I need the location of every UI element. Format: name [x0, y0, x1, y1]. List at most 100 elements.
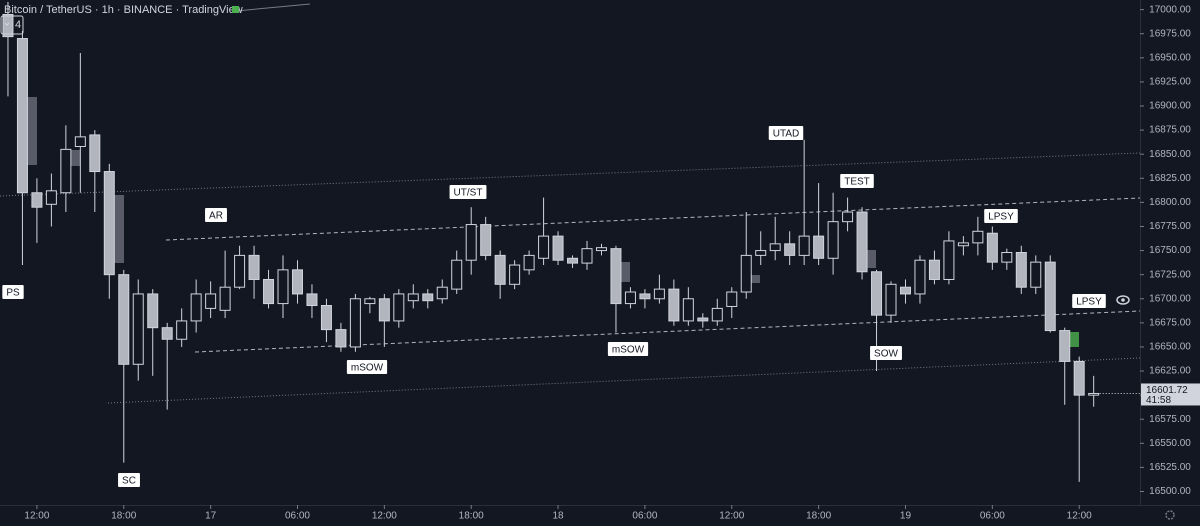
y-tick-label: 16775.00 — [1149, 221, 1191, 232]
candle-body — [248, 254, 260, 280]
annotation-box — [118, 473, 140, 487]
y-tick-label: 16975.00 — [1149, 28, 1191, 39]
y-tick-label: 16725.00 — [1149, 269, 1191, 280]
chevron — [4, 22, 10, 26]
candle-body — [465, 224, 477, 261]
y-tick-label: 16800.00 — [1149, 197, 1191, 208]
candle-body — [176, 320, 188, 340]
annotation-box — [840, 174, 874, 188]
candle-body — [726, 291, 738, 307]
candle-body — [320, 305, 332, 331]
candle-body — [2, 13, 14, 38]
annotation-box — [449, 185, 487, 199]
candle-body — [972, 230, 984, 244]
candle-body — [118, 274, 130, 365]
candle-body — [842, 211, 854, 223]
x-tick-label: 17 — [205, 511, 217, 522]
y-tick-label: 16875.00 — [1149, 125, 1191, 136]
candle-body — [1015, 252, 1027, 288]
x-tick-label: 12:00 — [372, 511, 397, 522]
x-tick-label: 19 — [900, 511, 912, 522]
candle-body — [494, 254, 506, 285]
candle-body — [147, 293, 159, 329]
candle-body — [1044, 261, 1056, 332]
candle-body — [523, 254, 535, 271]
candle-body — [407, 293, 419, 302]
candle-body — [827, 221, 839, 259]
channel-line — [0, 152, 1141, 197]
candle-body — [784, 243, 796, 256]
indicator-toggle[interactable] — [0, 15, 24, 35]
y-tick-label: 16650.00 — [1149, 342, 1191, 353]
candle-body — [682, 298, 694, 322]
candle-body — [943, 240, 955, 280]
y-tick-label: 16625.00 — [1149, 366, 1191, 377]
x-tick-label: 18 — [552, 511, 564, 522]
annotation-box — [205, 208, 227, 222]
candle-body — [306, 293, 318, 307]
candle-body — [610, 248, 622, 305]
x-tick-label: 18:00 — [459, 511, 484, 522]
annotation-label: UT/ST — [454, 188, 483, 199]
x-tick-label: 06:00 — [285, 511, 310, 522]
eye-icon[interactable] — [1116, 295, 1130, 305]
candle-body — [1030, 261, 1042, 288]
candle-body — [161, 327, 173, 340]
candle-body — [856, 211, 868, 273]
annotation-box — [346, 360, 388, 374]
y-tick-label: 16575.00 — [1149, 414, 1191, 425]
y-tick-label: 16750.00 — [1149, 245, 1191, 256]
candle-body — [538, 235, 550, 259]
header-line — [235, 3, 311, 12]
candle-body — [349, 298, 361, 348]
candles — [2, 1, 1100, 482]
annotation-label: AR — [209, 211, 223, 222]
candle-body — [1073, 360, 1085, 396]
x-tick-label: 18:00 — [111, 511, 136, 522]
candle-body — [1088, 392, 1100, 396]
candle-body — [277, 269, 289, 305]
y-tick-label: 16675.00 — [1149, 317, 1191, 328]
candle-body — [1001, 252, 1013, 263]
countdown-label: 41:58 — [1146, 395, 1171, 406]
annotation-label: LPSY — [988, 212, 1014, 223]
y-tick-label: 16950.00 — [1149, 52, 1191, 63]
y-tick-label: 17000.00 — [1149, 4, 1191, 15]
candle-body — [451, 259, 463, 290]
x-tick-label: 06:00 — [980, 511, 1005, 522]
range-line — [165, 197, 1141, 241]
candle-body — [219, 286, 231, 311]
annotation-box — [768, 126, 804, 140]
y-tick-label: 16500.00 — [1149, 486, 1191, 497]
zone — [744, 275, 760, 283]
x-tick-label: 18:00 — [806, 511, 831, 522]
candle-body — [74, 136, 86, 147]
y-tick-label: 16525.00 — [1149, 462, 1191, 473]
x-tick-label: 12:00 — [719, 511, 744, 522]
annotation-label: mSOW — [351, 363, 384, 374]
candle-body — [378, 298, 390, 322]
candle-body — [885, 283, 897, 316]
indicator-count: 4 — [15, 19, 21, 31]
annotation-label: UTAD — [773, 129, 799, 140]
annotation-box — [2, 285, 24, 299]
candle-body — [668, 288, 680, 322]
candle-body — [624, 291, 636, 305]
x-tick-label: 12:00 — [1067, 511, 1092, 522]
candle-body — [190, 293, 202, 322]
candle-body — [595, 247, 607, 252]
candle-body — [957, 242, 969, 247]
settings-icon[interactable] — [1165, 510, 1175, 520]
channel-line — [107, 357, 1141, 404]
x-tick-label: 06:00 — [632, 511, 657, 522]
candle-body — [740, 254, 752, 293]
candle-body — [422, 293, 434, 302]
candle-body — [755, 250, 767, 256]
candle-body — [291, 269, 303, 295]
candle-body — [986, 232, 998, 263]
candle-body — [798, 235, 810, 256]
y-tick-label: 16850.00 — [1149, 149, 1191, 160]
pupil — [1121, 298, 1125, 302]
y-tick-label: 16900.00 — [1149, 101, 1191, 112]
